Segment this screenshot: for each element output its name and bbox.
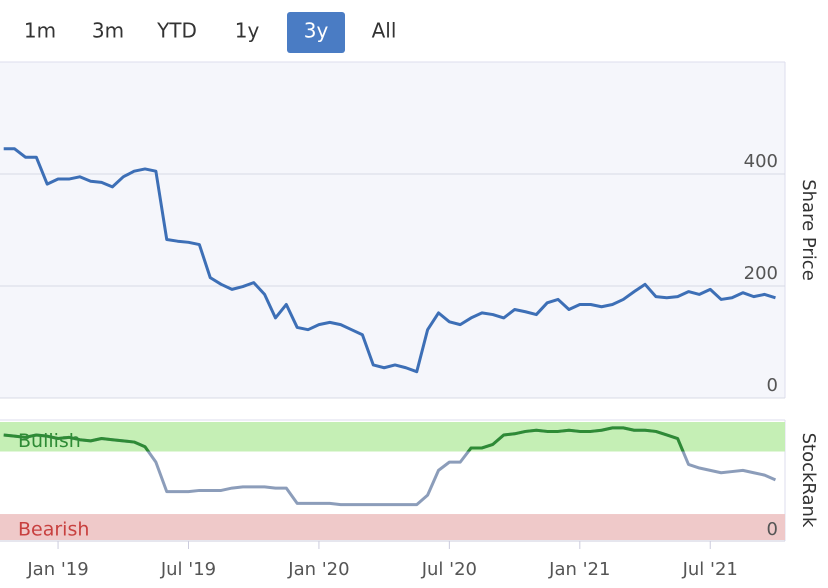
- range-button[interactable]: 3y: [287, 12, 345, 53]
- x-tick-label: Jul '21: [682, 559, 738, 580]
- band: [0, 422, 785, 452]
- y-tick-label: 400: [744, 151, 778, 172]
- x-tick-label: Jan '21: [548, 559, 610, 580]
- price-panel: [0, 62, 785, 398]
- range-button[interactable]: All: [372, 19, 397, 43]
- x-tick-label: Jul '19: [160, 559, 216, 580]
- y2-tick-label: 0: [767, 519, 778, 540]
- x-tick-label: Jan '19: [26, 559, 88, 580]
- bullish-highlight: [3, 426, 685, 452]
- range-button[interactable]: YTD: [156, 19, 197, 43]
- range-button[interactable]: 1y: [235, 19, 260, 43]
- x-tick-label: Jul '20: [421, 559, 477, 580]
- x-tick-label: Jan '20: [287, 559, 349, 580]
- y-tick-label: 0: [767, 375, 778, 396]
- band-label: Bearish: [18, 519, 89, 541]
- range-button-label: 3y: [304, 19, 329, 43]
- range-button-label: 1y: [235, 19, 260, 43]
- range-button-label: 1m: [24, 19, 56, 43]
- range-button-bg: [287, 12, 345, 53]
- y-tick-label: 200: [744, 263, 778, 284]
- series-line: [3, 147, 776, 374]
- range-button[interactable]: 1m: [24, 19, 56, 43]
- y2-axis-label: StockRank: [798, 433, 819, 528]
- range-button-label: All: [372, 19, 397, 43]
- y-axis-label: Share Price: [798, 179, 819, 281]
- range-button[interactable]: 3m: [92, 19, 124, 43]
- band-label: Bullish: [18, 430, 81, 452]
- range-button-label: 3m: [92, 19, 124, 43]
- band: [0, 514, 785, 540]
- range-button-label: YTD: [156, 19, 197, 43]
